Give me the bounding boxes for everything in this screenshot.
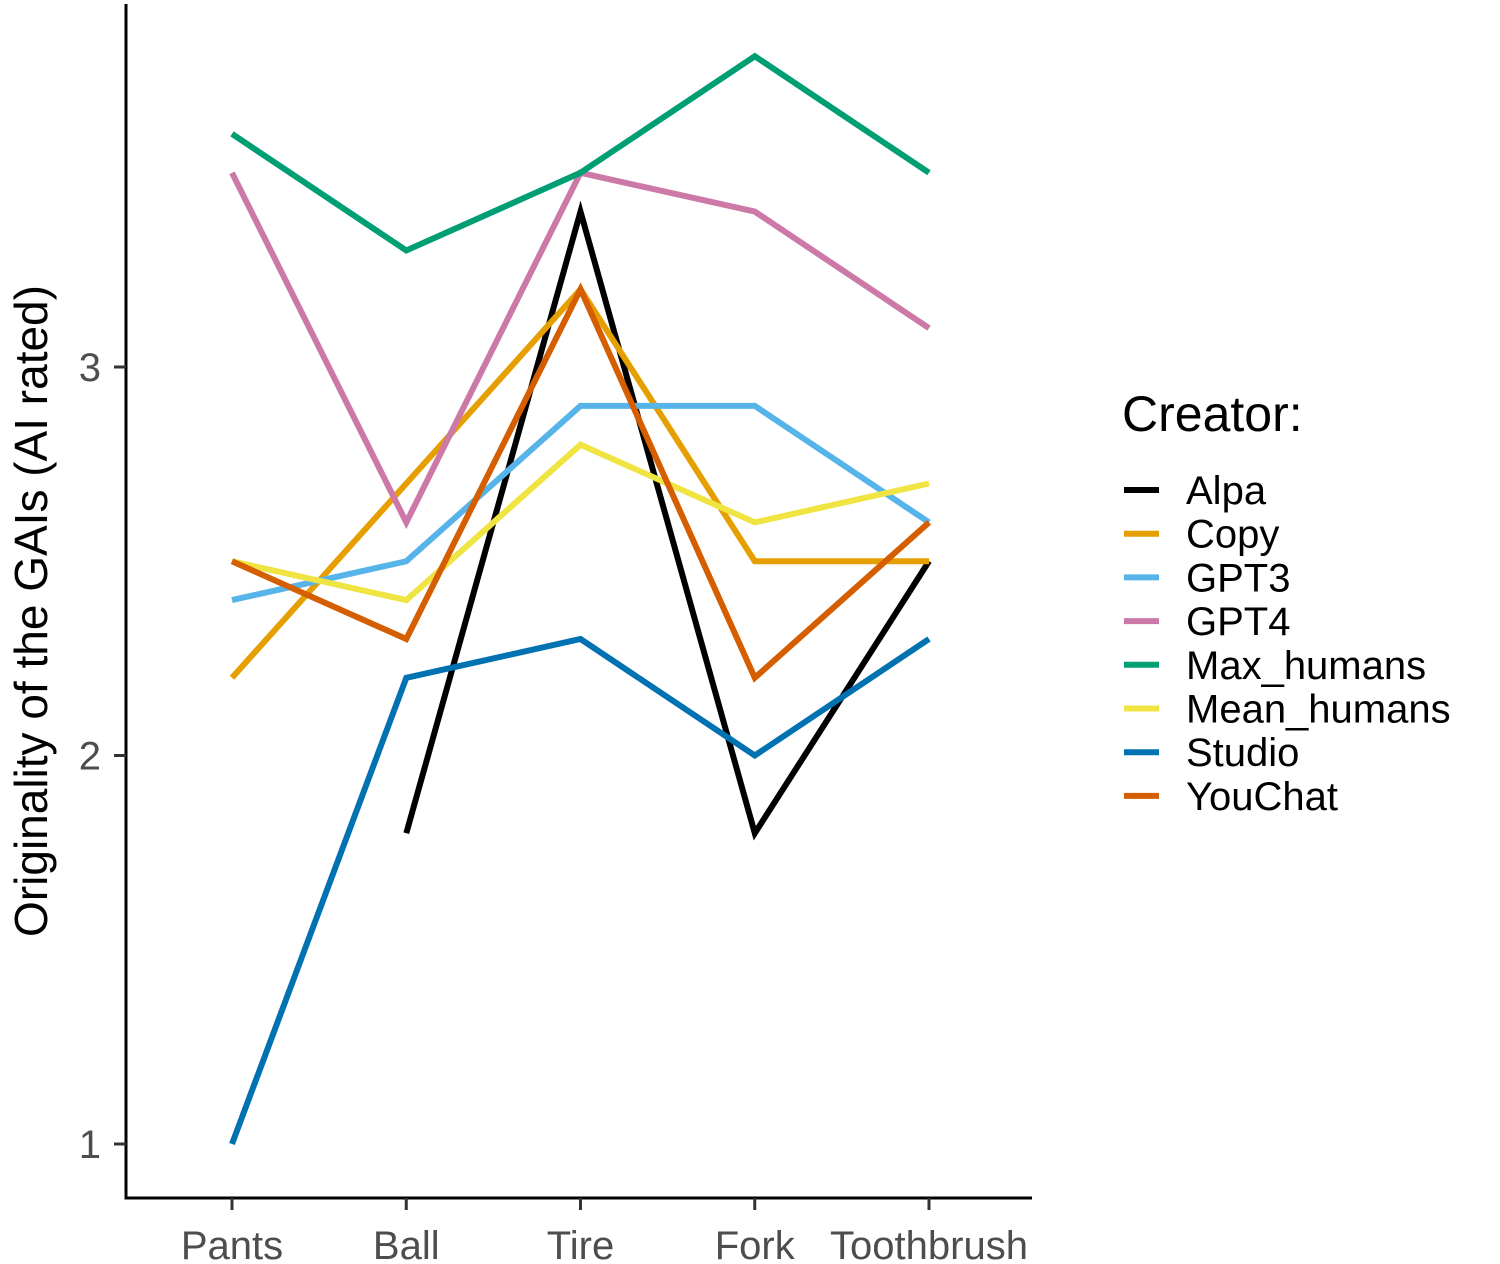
x-tick-label: Tire bbox=[547, 1224, 614, 1264]
legend-label: YouChat bbox=[1186, 775, 1338, 819]
x-tick-label: Toothbrush bbox=[830, 1224, 1028, 1264]
series-line-alpa bbox=[403, 200, 932, 841]
y-tick-label: 2 bbox=[79, 735, 101, 779]
axes-layer bbox=[124, 4, 1032, 1200]
legend: Creator: AlpaCopyGPT3GPT4Max_humansMean_… bbox=[1122, 386, 1451, 819]
y-tick-label: 1 bbox=[79, 1123, 101, 1167]
x-tick-label: Pants bbox=[181, 1224, 283, 1264]
series-line-max-humans bbox=[230, 52, 931, 254]
ticks-layer: Pants Ball Tire Fork Toothbrush 1 2 3 bbox=[79, 346, 1028, 1264]
x-tick-label: Ball bbox=[373, 1224, 440, 1264]
legend-title: Creator: bbox=[1122, 386, 1303, 442]
legend-label: Studio bbox=[1186, 731, 1299, 775]
legend-label: GPT4 bbox=[1186, 600, 1290, 644]
legend-label: Copy bbox=[1186, 513, 1279, 557]
y-tick-label: 3 bbox=[79, 346, 101, 390]
series-line-gpt3 bbox=[231, 402, 931, 604]
x-tick-label: Fork bbox=[715, 1224, 796, 1264]
series-line-gpt4 bbox=[229, 169, 931, 530]
y-axis-title: Originality of the GAIs (AI rated) bbox=[5, 285, 57, 937]
series-line-youchat bbox=[230, 282, 931, 683]
legend-label: GPT3 bbox=[1186, 556, 1290, 600]
legend-label: Mean_humans bbox=[1186, 688, 1451, 732]
series-line-studio bbox=[229, 635, 931, 1146]
legend-label: Alpa bbox=[1186, 469, 1267, 513]
series-line-mean-humans bbox=[231, 441, 930, 604]
series-layer bbox=[229, 52, 932, 1146]
legend-label: Max_humans bbox=[1186, 644, 1426, 688]
